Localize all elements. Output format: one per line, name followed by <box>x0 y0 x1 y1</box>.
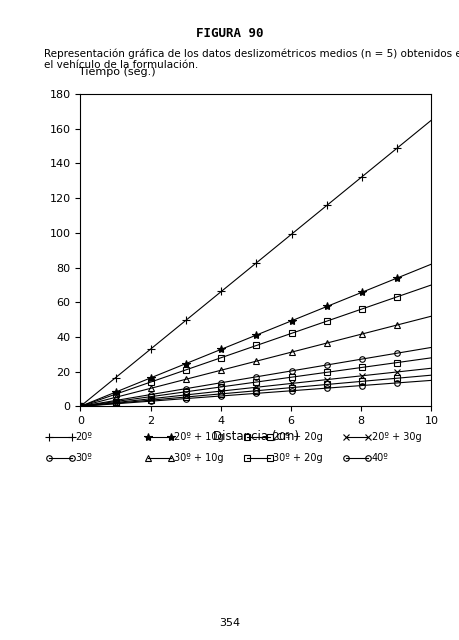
Text: 20º + 10g: 20º + 10g <box>174 433 224 442</box>
Text: el vehículo de la formulación.: el vehículo de la formulación. <box>44 60 198 70</box>
Text: 20º: 20º <box>76 433 93 442</box>
Text: 40º: 40º <box>372 453 389 463</box>
Text: 20º + 20g: 20º + 20g <box>273 433 323 442</box>
Text: FIGURA 90: FIGURA 90 <box>196 27 263 40</box>
Text: 20º + 30g: 20º + 30g <box>372 433 421 442</box>
X-axis label: Distancia (cm): Distancia (cm) <box>213 430 299 444</box>
Text: 30º + 10g: 30º + 10g <box>174 453 224 463</box>
Text: 30º: 30º <box>76 453 93 463</box>
Text: Tiempo (seg.): Tiempo (seg.) <box>78 67 155 77</box>
Text: Representación gráfica de los datos deslizométricos medios (n = 5) obtenidos en: Representación gráfica de los datos desl… <box>44 49 459 59</box>
Text: 30º + 20g: 30º + 20g <box>273 453 323 463</box>
Text: 354: 354 <box>219 618 240 628</box>
